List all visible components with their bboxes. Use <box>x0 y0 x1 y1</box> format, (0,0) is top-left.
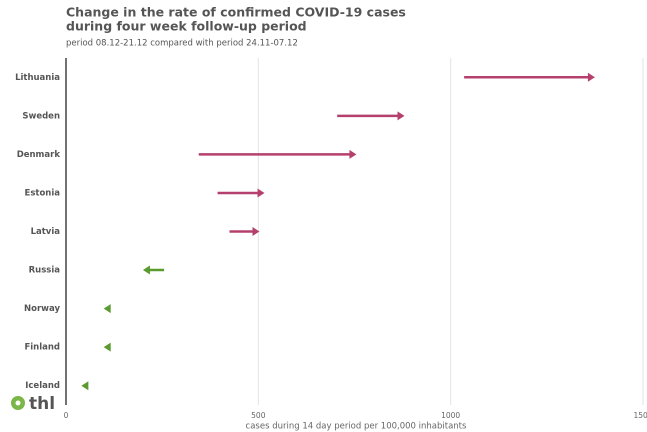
arrow-head <box>142 265 150 275</box>
x-tick-label: 1000 <box>441 411 460 420</box>
logo-icon <box>11 396 25 410</box>
arrow-head <box>397 111 405 121</box>
x-tick-label: 500 <box>251 411 266 420</box>
arrow-head <box>81 381 89 391</box>
x-tick-label: 0 <box>64 411 69 420</box>
y-tick-label: Norway <box>24 304 60 314</box>
y-tick-label: Denmark <box>17 150 61 160</box>
chart-title: during four week follow-up period <box>66 19 307 34</box>
y-tick-label: Sweden <box>22 111 60 121</box>
y-tick-label: Lithuania <box>15 73 60 83</box>
y-tick-label: Finland <box>24 343 60 353</box>
x-tick-label: 1500 <box>633 411 647 420</box>
arrow-head <box>252 227 260 236</box>
y-tick-label: Latvia <box>31 227 61 237</box>
arrow-head <box>103 342 111 352</box>
arrow-head <box>587 72 595 82</box>
y-tick-label: Iceland <box>25 381 60 391</box>
y-tick-label: Estonia <box>25 188 61 198</box>
x-axis-label: cases during 14 day period per 100,000 i… <box>246 422 467 432</box>
chart-title: Change in the rate of confirmed COVID-19… <box>66 5 406 20</box>
arrow-head <box>349 149 357 159</box>
arrow-head <box>257 188 265 198</box>
logo: thl <box>29 394 55 414</box>
chart-subtitle: period 08.12-21.12 compared with period … <box>66 39 298 49</box>
y-tick-label: Russia <box>29 266 61 276</box>
arrow-head <box>103 304 111 314</box>
